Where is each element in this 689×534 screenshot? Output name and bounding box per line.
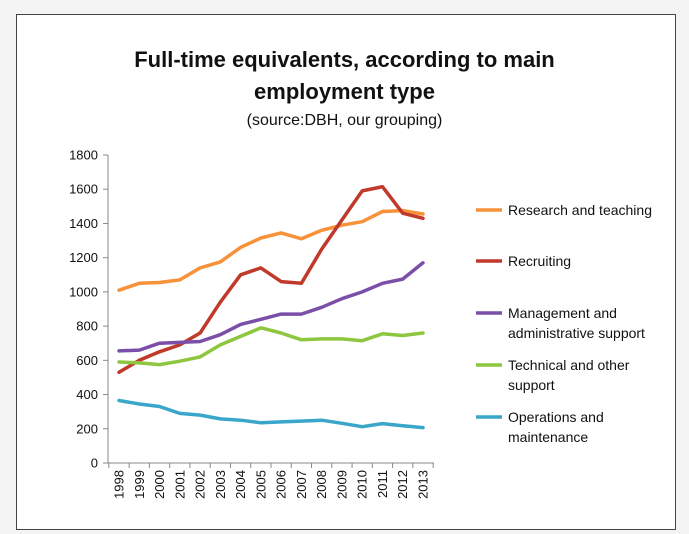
x-tick-label: 1999 xyxy=(132,470,147,499)
y-tick-label: 1400 xyxy=(69,216,98,231)
x-tick-label: 2001 xyxy=(172,470,187,499)
x-tick-label: 2005 xyxy=(253,470,268,499)
chart-subtitle: (source:DBH, our grouping) xyxy=(246,112,443,129)
chart-series-lines xyxy=(117,184,425,430)
legend-label-2: Recruiting xyxy=(508,253,571,269)
legend-label-5: Operations and xyxy=(508,409,604,425)
series-line-3 xyxy=(117,261,425,353)
legend-label-5: maintenance xyxy=(508,429,588,445)
series-line-2 xyxy=(117,184,425,375)
x-tick-label: 2007 xyxy=(294,470,309,499)
legend-label-3: Management and xyxy=(508,305,617,321)
series-line-1 xyxy=(117,208,425,292)
x-tick-label: 2010 xyxy=(355,470,370,499)
x-tick-label: 2011 xyxy=(375,470,390,498)
x-tick-label: 2006 xyxy=(274,470,289,499)
y-tick-label: 200 xyxy=(76,421,98,436)
x-tick-label: 2009 xyxy=(334,470,349,499)
y-tick-label: 1600 xyxy=(69,182,98,197)
x-tick-label: 2008 xyxy=(314,470,329,499)
chart-axes: 0 200 400 600 800 1000 1200 1400 1600 1800 1998 199… xyxy=(69,148,434,499)
legend-label-3: administrative support xyxy=(508,325,645,341)
series-line-5 xyxy=(117,398,425,430)
x-tick-label: 1998 xyxy=(112,470,127,499)
x-tick-label: 2012 xyxy=(395,470,410,499)
chart-title: Full-time equivalents, according to main… xyxy=(0,44,689,108)
y-tick-label: 0 xyxy=(91,456,98,471)
legend-label-4: Technical and other xyxy=(508,357,630,373)
y-tick-label: 600 xyxy=(76,353,98,368)
legend-label-1: Research and teaching xyxy=(508,202,652,218)
chart-legend: Research and teaching Recruiting Managemen… xyxy=(476,202,652,445)
x-tick-label: 2004 xyxy=(233,470,248,499)
x-tick-label: 2003 xyxy=(213,470,228,499)
y-tick-label: 1200 xyxy=(69,250,98,265)
x-tick-label: 2002 xyxy=(193,470,208,499)
y-tick-label: 1800 xyxy=(69,148,98,163)
y-tick-label: 400 xyxy=(76,387,98,402)
chart-title-line-2: employment type xyxy=(254,79,435,104)
x-tick-label: 2013 xyxy=(416,470,431,499)
series-line-4 xyxy=(117,326,425,367)
legend-label-4: support xyxy=(508,377,555,393)
chart-title-line-1: Full-time equivalents, according to main xyxy=(134,47,555,72)
y-tick-label: 1000 xyxy=(69,284,98,299)
chart-frame xyxy=(16,14,676,530)
x-tick-label: 2000 xyxy=(152,470,167,499)
y-tick-label: 800 xyxy=(76,319,98,334)
